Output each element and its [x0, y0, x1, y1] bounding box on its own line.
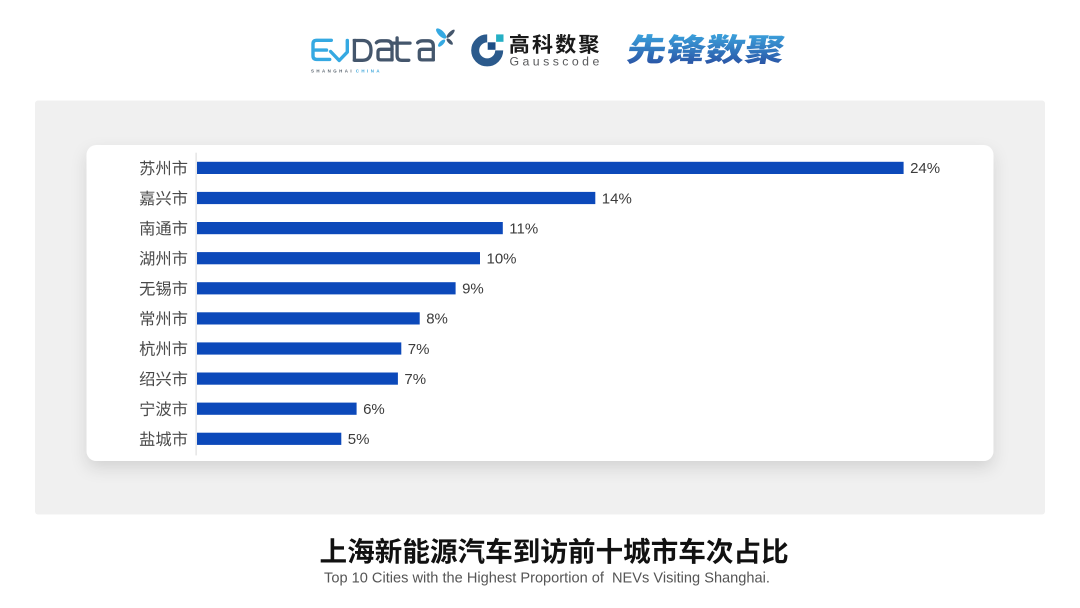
svg-text:Gausscode: Gausscode — [510, 54, 603, 68]
svg-text:8%: 8% — [426, 311, 448, 328]
svg-text:6%: 6% — [363, 401, 385, 418]
svg-text:24%: 24% — [910, 160, 940, 177]
svg-text:Top 10 Cities with the Highest: Top 10 Cities with the Highest Proportio… — [324, 571, 770, 587]
svg-text:14%: 14% — [602, 190, 632, 207]
svg-text:11%: 11% — [509, 220, 538, 237]
svg-text:10%: 10% — [487, 251, 517, 268]
svg-text:7%: 7% — [404, 371, 426, 388]
svg-text:5%: 5% — [348, 431, 370, 448]
svg-text:SHANGHAI: SHANGHAI — [311, 69, 354, 74]
svg-text:CHINA: CHINA — [356, 69, 382, 74]
svg-text:9%: 9% — [462, 281, 484, 298]
svg-text:7%: 7% — [408, 341, 430, 358]
